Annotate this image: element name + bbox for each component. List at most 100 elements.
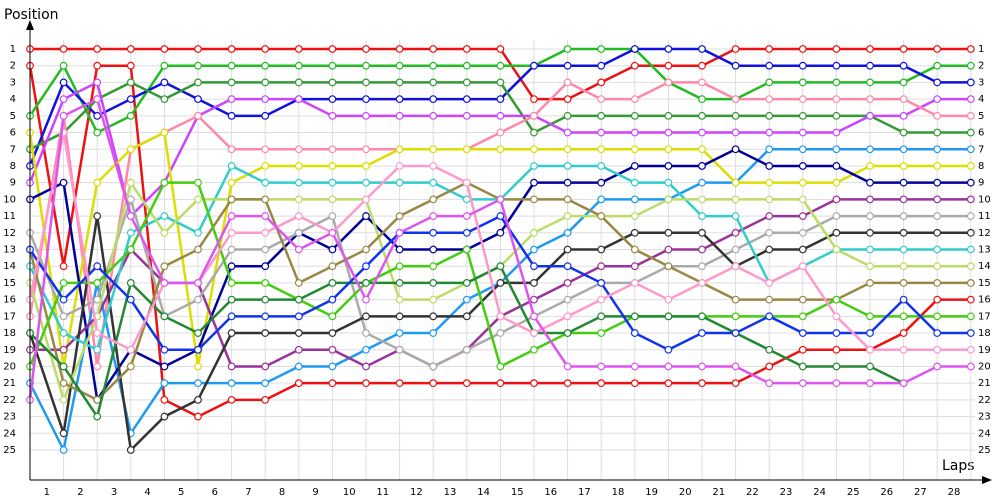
point [160, 262, 169, 271]
point [59, 379, 68, 388]
point [59, 312, 68, 321]
point [966, 262, 975, 271]
x-tick-label: 22 [746, 487, 759, 498]
point [597, 128, 606, 137]
y-tick-label-right: 7 [978, 144, 984, 155]
point [731, 295, 740, 304]
point [59, 446, 68, 454]
point [395, 95, 404, 104]
point [798, 178, 807, 187]
point [597, 195, 606, 204]
point [798, 212, 807, 220]
y-tick-label-right: 8 [978, 161, 984, 172]
x-tick-label: 27 [914, 487, 927, 498]
point [765, 245, 774, 254]
point [798, 312, 807, 321]
point [395, 245, 404, 254]
point [899, 295, 908, 304]
point [59, 345, 68, 354]
point [395, 78, 404, 87]
point [462, 195, 471, 204]
point [93, 345, 102, 354]
point [194, 412, 202, 421]
point [328, 362, 337, 371]
point [899, 162, 908, 170]
point [227, 312, 236, 321]
point [362, 262, 370, 271]
point [698, 95, 706, 104]
point [328, 329, 337, 337]
point [765, 212, 774, 220]
point [429, 45, 438, 53]
point [59, 111, 68, 120]
point [462, 45, 471, 53]
point [530, 128, 538, 137]
point [698, 162, 706, 170]
point [227, 279, 236, 287]
point [933, 228, 942, 237]
point [496, 329, 505, 337]
y-tick-label-right: 1 [978, 44, 984, 55]
point [462, 228, 471, 237]
point [933, 162, 942, 170]
point [899, 312, 908, 321]
point [328, 279, 337, 287]
point [496, 262, 505, 271]
point [395, 279, 404, 287]
point [395, 312, 404, 321]
point [530, 162, 538, 170]
point [630, 279, 639, 287]
point [261, 262, 270, 271]
point [429, 228, 438, 237]
y-tick-label-right: 15 [978, 278, 991, 289]
x-tick-label: 26 [880, 487, 893, 498]
point [362, 95, 370, 104]
point [194, 295, 202, 304]
point [429, 178, 438, 187]
point [328, 212, 337, 220]
point [126, 295, 135, 304]
point [93, 95, 102, 104]
point [362, 312, 370, 321]
point [530, 111, 538, 120]
point [698, 128, 706, 137]
point [765, 61, 774, 70]
point [194, 78, 202, 87]
point [395, 111, 404, 120]
point [765, 362, 774, 371]
y-tick-label: 24 [3, 428, 16, 439]
point [765, 228, 774, 237]
x-tick-label: 17 [578, 487, 591, 498]
point [395, 295, 404, 304]
point [395, 345, 404, 354]
point [664, 379, 673, 388]
point [294, 312, 303, 321]
point [966, 45, 975, 53]
point [194, 245, 202, 254]
point [93, 45, 102, 53]
point [362, 295, 370, 304]
y-tick-label-right: 23 [978, 412, 991, 423]
point [227, 245, 236, 254]
point [630, 362, 639, 371]
y-tick-label: 17 [3, 311, 16, 322]
point [966, 128, 975, 137]
x-tick-label: 16 [544, 487, 557, 498]
point [126, 145, 135, 154]
point [866, 145, 874, 154]
point [59, 329, 68, 337]
y-tick-label: 6 [10, 128, 16, 139]
point [832, 312, 841, 321]
point [698, 245, 706, 254]
y-tick-label-right: 9 [978, 178, 984, 189]
point [630, 178, 639, 187]
point [496, 228, 505, 237]
point [798, 95, 807, 104]
point [194, 379, 202, 388]
point [664, 262, 673, 271]
point [664, 111, 673, 120]
point [59, 262, 68, 271]
point [798, 379, 807, 388]
point [899, 262, 908, 271]
point [328, 195, 337, 204]
